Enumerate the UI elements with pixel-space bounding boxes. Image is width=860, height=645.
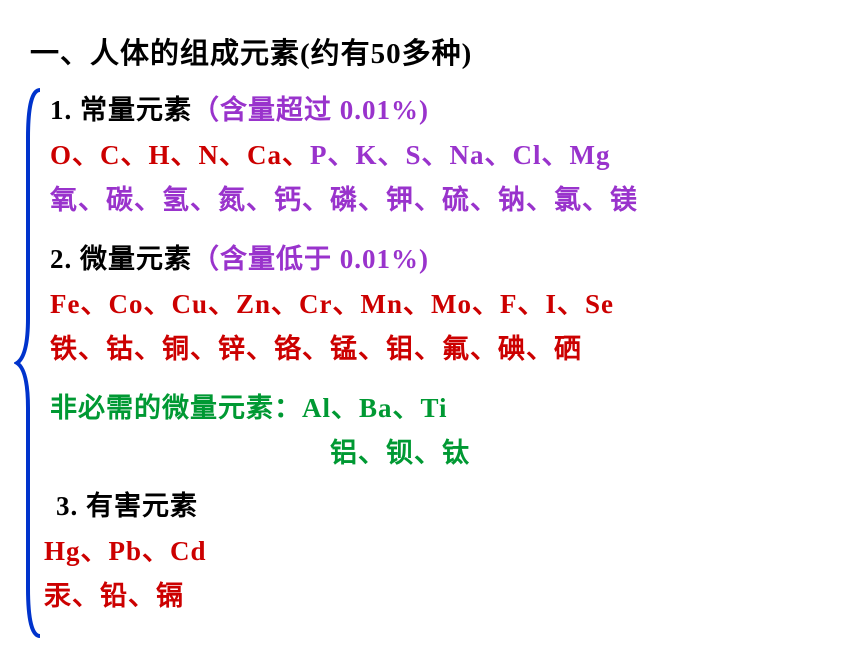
section2-names: 铁、钴、铜、锌、铬、锰、钼、氟、碘、硒	[50, 327, 840, 366]
section1-symbols-red: O、C、H、N、Ca、	[50, 140, 310, 170]
nonessential-names: 铝、钡、钛	[330, 431, 840, 470]
section3-symbols: Hg、Pb、Cd	[44, 529, 840, 568]
nonessential-symbols: Al、Ba、Ti	[302, 393, 448, 423]
nonessential-label: 非必需的微量元素：	[50, 393, 302, 423]
section1-heading-black: 1. 常量元素	[50, 95, 192, 125]
section3-names: 汞、铅、镉	[44, 574, 840, 613]
section1-symbols: O、C、H、N、Ca、P、K、S、Na、Cl、Mg	[50, 133, 840, 172]
section1-heading-purple: （含量超过 0.01%)	[192, 95, 429, 125]
page-title: 一、人体的组成元素(约有50多种)	[30, 30, 840, 72]
section2-heading: 2. 微量元素（含量低于 0.01%)	[50, 237, 840, 276]
nonessential-line1: 非必需的微量元素：Al、Ba、Ti	[50, 386, 840, 425]
section1-names: 氧、碳、氢、氮、钙、磷、钾、硫、钠、氯、镁	[50, 178, 840, 217]
section2-symbols: Fe、Co、Cu、Zn、Cr、Mn、Mo、F、I、Se	[50, 282, 840, 321]
section1-heading: 1. 常量元素（含量超过 0.01%)	[50, 88, 840, 127]
section2-heading-purple: （含量低于 0.01%)	[192, 244, 429, 274]
curly-brace-icon	[14, 88, 48, 638]
section3-heading: 3. 有害元素	[56, 484, 840, 523]
section2-heading-black: 2. 微量元素	[50, 244, 192, 274]
section1-symbols-purple: P、K、S、Na、Cl、Mg	[310, 140, 611, 170]
brace-group: 1. 常量元素（含量超过 0.01%) O、C、H、N、Ca、P、K、S、Na、…	[20, 88, 840, 613]
